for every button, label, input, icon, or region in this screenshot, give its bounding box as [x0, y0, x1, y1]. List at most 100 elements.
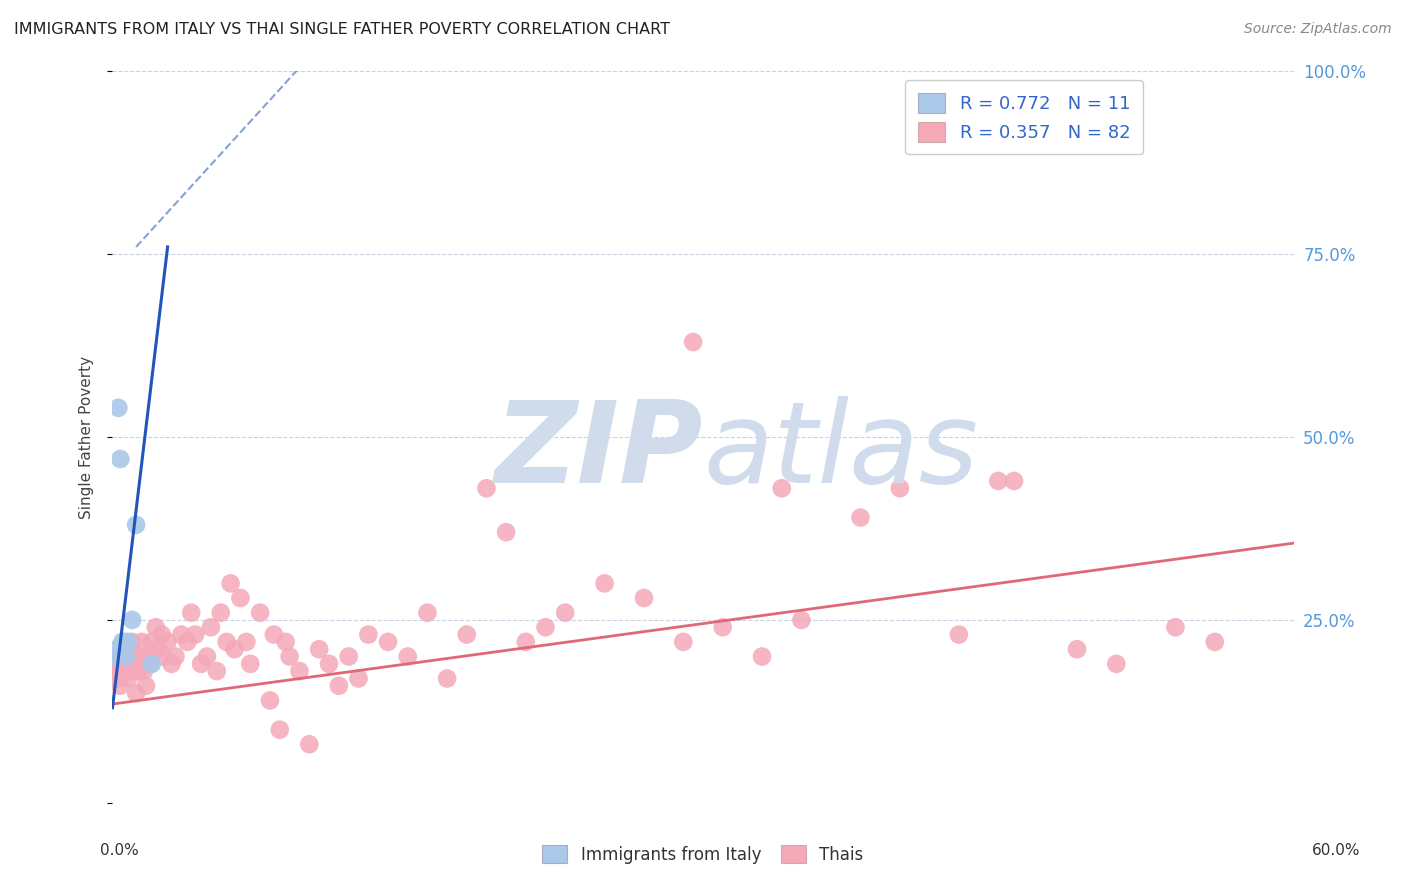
Point — [948, 627, 970, 641]
Point — [416, 606, 439, 620]
Point — [105, 642, 128, 657]
Point — [176, 635, 198, 649]
Legend: Immigrants from Italy, Thais: Immigrants from Italy, Thais — [536, 838, 870, 871]
Point — [110, 679, 132, 693]
Point — [396, 649, 419, 664]
Point — [110, 452, 132, 467]
Point — [195, 649, 218, 664]
Point — [278, 649, 301, 664]
Text: Source: ZipAtlas.com: Source: ZipAtlas.com — [1244, 22, 1392, 37]
Point — [682, 334, 704, 349]
Y-axis label: Single Father Poverty: Single Father Poverty — [79, 356, 94, 518]
Point — [889, 481, 911, 495]
Point — [849, 510, 872, 524]
Point — [229, 591, 252, 605]
Point — [633, 591, 655, 605]
Point — [534, 620, 557, 634]
Point — [436, 672, 458, 686]
Point — [136, 649, 159, 664]
Point — [121, 613, 143, 627]
Point — [1105, 657, 1128, 671]
Point — [115, 657, 138, 671]
Point — [209, 606, 232, 620]
Point — [105, 672, 128, 686]
Point — [184, 627, 207, 641]
Point — [711, 620, 734, 634]
Point — [269, 723, 291, 737]
Point — [132, 664, 155, 678]
Point — [141, 657, 163, 671]
Legend: R = 0.772   N = 11, R = 0.357   N = 82: R = 0.772 N = 11, R = 0.357 N = 82 — [905, 80, 1143, 154]
Point — [347, 672, 370, 686]
Point — [103, 649, 125, 664]
Point — [170, 627, 193, 641]
Point — [129, 649, 152, 664]
Point — [239, 657, 262, 671]
Point — [377, 635, 399, 649]
Point — [117, 635, 139, 649]
Point — [141, 635, 163, 649]
Point — [337, 649, 360, 664]
Point — [215, 635, 238, 649]
Point — [127, 664, 149, 678]
Point — [125, 517, 148, 532]
Text: atlas: atlas — [703, 396, 979, 508]
Point — [122, 649, 145, 664]
Point — [145, 620, 167, 634]
Point — [475, 481, 498, 495]
Point — [107, 657, 129, 671]
Point — [1164, 620, 1187, 634]
Point — [135, 679, 157, 693]
Point — [111, 664, 134, 678]
Point — [328, 679, 350, 693]
Point — [770, 481, 793, 495]
Text: ZIP: ZIP — [495, 396, 703, 508]
Point — [554, 606, 576, 620]
Point — [456, 627, 478, 641]
Point — [987, 474, 1010, 488]
Point — [150, 627, 173, 641]
Point — [111, 635, 134, 649]
Point — [672, 635, 695, 649]
Point — [259, 693, 281, 707]
Point — [121, 635, 143, 649]
Point — [263, 627, 285, 641]
Point — [112, 635, 135, 649]
Point — [139, 657, 162, 671]
Point — [1002, 474, 1025, 488]
Point — [1066, 642, 1088, 657]
Point — [790, 613, 813, 627]
Point — [125, 686, 148, 700]
Point — [103, 664, 125, 678]
Point — [156, 635, 179, 649]
Point — [249, 606, 271, 620]
Point — [180, 606, 202, 620]
Point — [219, 576, 242, 591]
Point — [288, 664, 311, 678]
Point — [165, 649, 187, 664]
Point — [107, 401, 129, 415]
Text: 0.0%: 0.0% — [100, 843, 139, 858]
Text: IMMIGRANTS FROM ITALY VS THAI SINGLE FATHER POVERTY CORRELATION CHART: IMMIGRANTS FROM ITALY VS THAI SINGLE FAT… — [14, 22, 671, 37]
Point — [205, 664, 228, 678]
Point — [235, 635, 257, 649]
Point — [146, 642, 169, 657]
Point — [131, 635, 153, 649]
Point — [112, 649, 135, 664]
Point — [200, 620, 222, 634]
Point — [274, 635, 297, 649]
Point — [111, 649, 134, 664]
Point — [152, 649, 174, 664]
Point — [308, 642, 330, 657]
Point — [117, 672, 139, 686]
Text: 60.0%: 60.0% — [1312, 843, 1360, 858]
Point — [190, 657, 212, 671]
Point — [224, 642, 246, 657]
Point — [160, 657, 183, 671]
Point — [1204, 635, 1226, 649]
Point — [298, 737, 321, 751]
Point — [115, 649, 138, 664]
Point — [120, 664, 142, 678]
Point — [357, 627, 380, 641]
Point — [318, 657, 340, 671]
